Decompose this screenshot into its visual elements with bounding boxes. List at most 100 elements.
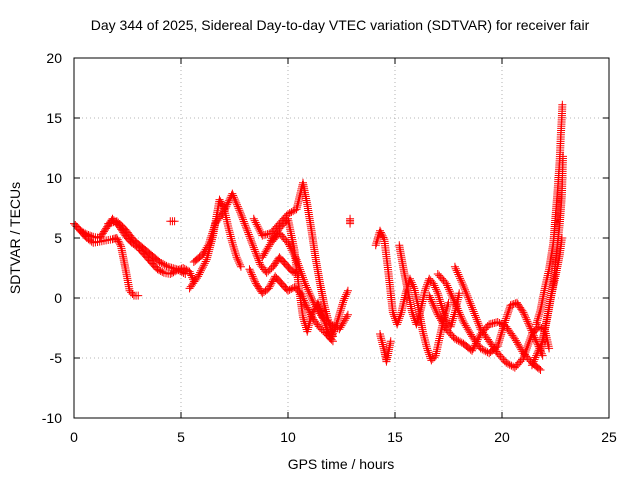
data-point-marker — [241, 223, 250, 232]
data-point-marker — [295, 263, 304, 272]
data-point-marker — [537, 340, 546, 349]
data-point-marker — [194, 272, 203, 281]
data-point-marker — [236, 210, 245, 218]
data-point-marker — [439, 319, 448, 328]
data-point-marker — [471, 339, 480, 348]
data-point-marker — [427, 297, 436, 306]
data-point-marker — [251, 277, 260, 286]
data-point-marker — [228, 238, 237, 247]
data-point-marker — [445, 287, 454, 296]
data-point-marker — [215, 195, 224, 204]
data-point-marker — [235, 258, 244, 267]
data-point-marker — [264, 284, 273, 293]
data-point-marker — [452, 335, 461, 344]
data-point-marker — [426, 295, 435, 304]
data-point-marker — [465, 328, 474, 337]
data-point-marker — [449, 312, 458, 321]
data-point-marker — [254, 256, 263, 265]
data-point-marker — [202, 243, 211, 252]
data-point-marker — [247, 238, 256, 246]
data-point-marker — [299, 275, 308, 284]
data-point-marker — [301, 279, 310, 288]
data-point-marker — [429, 301, 438, 310]
y-tick-label: -10 — [42, 410, 62, 426]
data-point-marker — [379, 342, 388, 351]
data-point-marker — [523, 317, 532, 326]
data-point-marker — [439, 309, 448, 318]
data-point-marker — [494, 340, 503, 349]
data-point-marker — [395, 314, 404, 323]
data-point-marker — [234, 257, 243, 266]
data-point-marker — [503, 308, 512, 317]
data-point-marker — [340, 294, 349, 303]
data-point-marker — [558, 100, 567, 109]
data-point-marker — [203, 253, 212, 262]
data-point-marker — [466, 299, 475, 308]
data-point-marker — [330, 322, 339, 331]
data-point-marker — [308, 296, 317, 305]
data-point-marker — [196, 266, 205, 275]
data-point-marker — [425, 350, 434, 359]
data-point-marker — [245, 265, 254, 274]
data-point-marker — [326, 320, 335, 329]
data-point-marker — [469, 307, 478, 316]
data-point-marker — [322, 323, 331, 332]
data-point-marker — [228, 189, 237, 198]
data-point-marker — [342, 312, 351, 321]
data-point-marker — [236, 208, 245, 217]
data-point-marker — [328, 329, 337, 338]
data-point-marker — [307, 293, 316, 302]
data-point-marker — [237, 211, 246, 220]
data-point-marker — [334, 314, 343, 323]
data-point-marker — [321, 307, 330, 316]
data-point-marker — [438, 305, 447, 314]
data-point-marker — [377, 230, 386, 239]
data-point-marker — [521, 348, 530, 356]
data-point-marker — [437, 301, 446, 310]
data-point-marker — [450, 334, 459, 343]
data-point-marker — [535, 344, 544, 353]
data-point-marker — [558, 152, 567, 161]
data-point-marker — [472, 315, 481, 324]
data-point-marker — [239, 215, 248, 224]
data-point-marker — [289, 207, 298, 216]
data-point-marker — [205, 237, 214, 246]
data-point-marker — [465, 297, 474, 306]
data-point-marker — [268, 277, 277, 286]
data-point-marker — [255, 226, 264, 234]
x-axis-label: GPS time / hours — [288, 456, 395, 472]
data-point-marker — [153, 265, 162, 274]
data-point-marker — [249, 214, 258, 223]
x-tick-label: 5 — [177, 429, 185, 445]
y-tick-label: 15 — [46, 110, 62, 126]
data-point-marker — [494, 338, 503, 347]
data-point-marker — [424, 348, 433, 357]
data-point-marker — [440, 321, 449, 330]
data-point-marker — [516, 343, 525, 352]
data-point-marker — [298, 271, 307, 280]
data-point-marker — [414, 314, 423, 323]
data-point-marker — [497, 319, 506, 328]
data-point-marker — [253, 222, 262, 231]
data-point-marker — [474, 319, 483, 328]
data-point-marker — [432, 308, 441, 317]
data-point-marker — [460, 319, 469, 328]
data-point-marker — [289, 250, 298, 258]
data-point-marker — [532, 320, 541, 329]
data-point-marker — [233, 202, 242, 211]
data-point-marker — [337, 302, 346, 311]
data-point-marker — [254, 282, 263, 291]
data-point-marker — [426, 293, 435, 302]
data-point-marker — [393, 320, 402, 329]
data-point-marker — [236, 260, 245, 269]
data-point-marker — [203, 251, 212, 260]
y-tick-label: -5 — [50, 350, 63, 366]
data-point-marker — [512, 338, 521, 347]
data-point-marker — [428, 299, 437, 308]
y-tick-label: 5 — [54, 230, 62, 246]
data-point-marker — [456, 337, 465, 346]
data-point-marker — [307, 312, 316, 321]
data-point-marker — [224, 224, 233, 233]
data-point-marker — [531, 335, 540, 344]
data-point-marker — [297, 269, 306, 278]
